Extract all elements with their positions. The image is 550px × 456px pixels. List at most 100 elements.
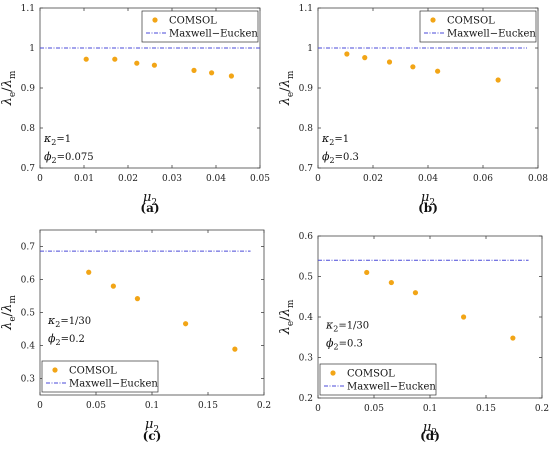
comsol-point: [83, 56, 89, 62]
legend-comsol: COMSOL: [69, 366, 117, 377]
legend-maxwell-eucken: Maxwell−Eucken: [347, 382, 436, 393]
x-tick-label: 0.05: [250, 174, 270, 184]
x-tick-label: 0.01: [74, 174, 94, 184]
annotation-phi: ϕ2=0.2: [48, 332, 85, 347]
comsol-point: [110, 283, 116, 289]
comsol-point: [86, 269, 92, 275]
x-tick-label: 0: [37, 401, 43, 411]
y-tick-label: 1: [307, 44, 313, 54]
comsol-point: [134, 296, 141, 302]
legend: COMSOL Maxwell−Eucken: [141, 10, 258, 43]
comsol-point: [362, 55, 368, 61]
comsol-point: [410, 64, 416, 70]
comsol-point: [134, 60, 140, 66]
legend-box: [41, 360, 159, 393]
x-tick-label: 0.04: [418, 174, 438, 184]
x-tick-label: 0: [37, 174, 43, 184]
y-tick-label: 0.8: [21, 124, 36, 134]
comsol-point: [191, 67, 197, 73]
legend: COMSOL Maxwell−Eucken: [41, 360, 159, 393]
y-tick-label: 0.3: [299, 354, 314, 364]
comsol-point: [461, 314, 467, 320]
legend-dot-marker: [52, 367, 58, 373]
legend-comsol: COMSOL: [169, 16, 217, 27]
annotation-phi: ϕ2=0.3: [322, 150, 359, 165]
comsol-point: [388, 279, 394, 286]
legend-box: [319, 363, 437, 396]
comsol-point: [112, 56, 118, 62]
panel-caption: (c): [143, 429, 162, 443]
comsol-point: [228, 73, 234, 79]
y-tick-label: 1: [29, 44, 35, 54]
annotation-kappa: κ2=1: [43, 132, 71, 147]
y-tick-label: 1.1: [21, 4, 35, 14]
y-tick-label: 0.5: [21, 309, 36, 319]
panel-caption: (b): [418, 201, 438, 215]
x-tick-label: 0.15: [198, 401, 218, 411]
legend-maxwell-eucken: Maxwell−Eucken: [447, 29, 536, 40]
x-tick-label: 0.05: [86, 401, 106, 411]
x-tick-label: 0: [315, 174, 321, 184]
comsol-point: [495, 77, 501, 83]
y-tick-label: 0.7: [21, 164, 36, 174]
annotation-kappa: κ2=1/30: [47, 314, 91, 329]
x-tick-label: 0.2: [535, 404, 549, 414]
legend-maxwell-eucken: Maxwell−Eucken: [69, 379, 158, 390]
y-axis-label: λe/λm: [278, 70, 296, 106]
y-tick-label: 0.6: [299, 232, 314, 242]
comsol-point: [151, 62, 157, 68]
comsol-point: [364, 269, 370, 276]
y-tick-label: 0.8: [299, 124, 314, 134]
x-axis-label: μ2: [421, 190, 435, 208]
legend-comsol: COMSOL: [347, 369, 395, 380]
panel-c: 0 0.05 0.1 0.15 0.2 0.3 0.4 0.5 0.6 0.7 COMSOL Maxw…: [0, 229, 271, 443]
panel-caption: (d): [420, 429, 440, 443]
y-tick-label: 0.3: [21, 375, 36, 385]
legend-box: [419, 10, 537, 43]
comsol-point: [412, 290, 419, 296]
x-axis-label: μ2: [423, 420, 437, 438]
y-tick-label: 0.4: [21, 342, 36, 352]
legend-dot-marker: [430, 17, 436, 23]
annotation-kappa: κ2=1/30: [325, 318, 369, 333]
x-tick-label: 0.04: [206, 174, 226, 184]
y-axis-label: λe/λm: [0, 70, 18, 106]
x-tick-label: 0.1: [145, 401, 159, 411]
y-axis-label: λe/λm: [0, 295, 18, 331]
comsol-point: [386, 59, 393, 65]
annotation-phi: ϕ2=0.3: [326, 336, 363, 351]
y-tick-label: 0.7: [21, 243, 36, 253]
comsol-point: [209, 70, 215, 76]
y-tick-label: 0.9: [299, 84, 314, 94]
panel-d: 0 0.05 0.1 0.15 0.2 0.2 0.3 0.4 0.5 0.6 COMSOL Maxw…: [278, 232, 549, 443]
comsol-point: [232, 346, 238, 352]
y-tick-label: 0.6: [21, 276, 36, 286]
y-tick-label: 0.4: [299, 313, 314, 323]
annotation-phi: ϕ2=0.075: [44, 150, 94, 165]
x-tick-label: 0: [315, 404, 321, 414]
y-tick-label: 0.9: [21, 84, 36, 94]
legend-dot-marker: [330, 370, 336, 376]
x-axis-label: μ2: [145, 417, 159, 435]
legend: COMSOL Maxwell−Eucken: [319, 363, 437, 396]
panel-b: 0 0.02 0.04 0.06 0.08 0.7 0.8 0.9 1 1.1 COMSOL Maxw…: [278, 4, 548, 215]
x-tick-label: 0.06: [473, 174, 493, 184]
annotation-kappa: κ2=1: [321, 132, 349, 147]
x-tick-label: 0.02: [363, 174, 383, 184]
panel-a: 0 0.01 0.02 0.03 0.04 0.05 0.7 0.8 0.9 1 1.1 COMSOL…: [0, 4, 270, 215]
panel-caption: (a): [140, 201, 159, 215]
legend-maxwell-eucken: Maxwell−Eucken: [169, 29, 258, 40]
comsol-point: [344, 51, 350, 57]
legend: COMSOL Maxwell−Eucken: [419, 10, 537, 43]
comsol-point: [510, 335, 516, 341]
y-axis-label: λe/λm: [278, 299, 296, 335]
legend-comsol: COMSOL: [447, 16, 495, 27]
x-tick-label: 0.08: [528, 174, 548, 184]
x-tick-label: 0.1: [423, 404, 437, 414]
x-tick-label: 0.02: [118, 174, 138, 184]
comsol-point: [435, 68, 441, 74]
x-tick-label: 0.15: [476, 404, 496, 414]
x-tick-label: 0.2: [257, 401, 271, 411]
x-axis-label: μ2: [143, 190, 157, 208]
